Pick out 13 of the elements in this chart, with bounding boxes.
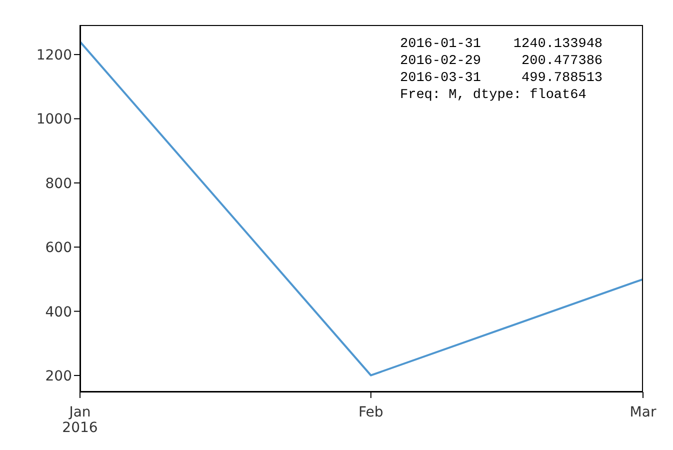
annotation: 2016-02-29 200.477386 [400, 53, 603, 70]
annotation: 2016-03-31 499.788513 [400, 70, 603, 87]
annotation: Freq: M, dtype: float64 [400, 87, 588, 104]
annotation: 2016-01-31 1240.133948 [400, 36, 603, 53]
x-tick-label: Jan 2016 [62, 404, 98, 436]
y-tick-label: 600 [45, 240, 72, 256]
x-tick-label: Feb [358, 404, 384, 421]
y-tick-label: 1000 [36, 112, 72, 128]
x-tick-label: Mar [630, 404, 656, 421]
y-tick-label: 400 [45, 304, 72, 320]
y-tick-label: 1200 [36, 48, 72, 64]
y-tick-label: 800 [45, 176, 72, 192]
y-tick-label: 200 [45, 368, 72, 384]
